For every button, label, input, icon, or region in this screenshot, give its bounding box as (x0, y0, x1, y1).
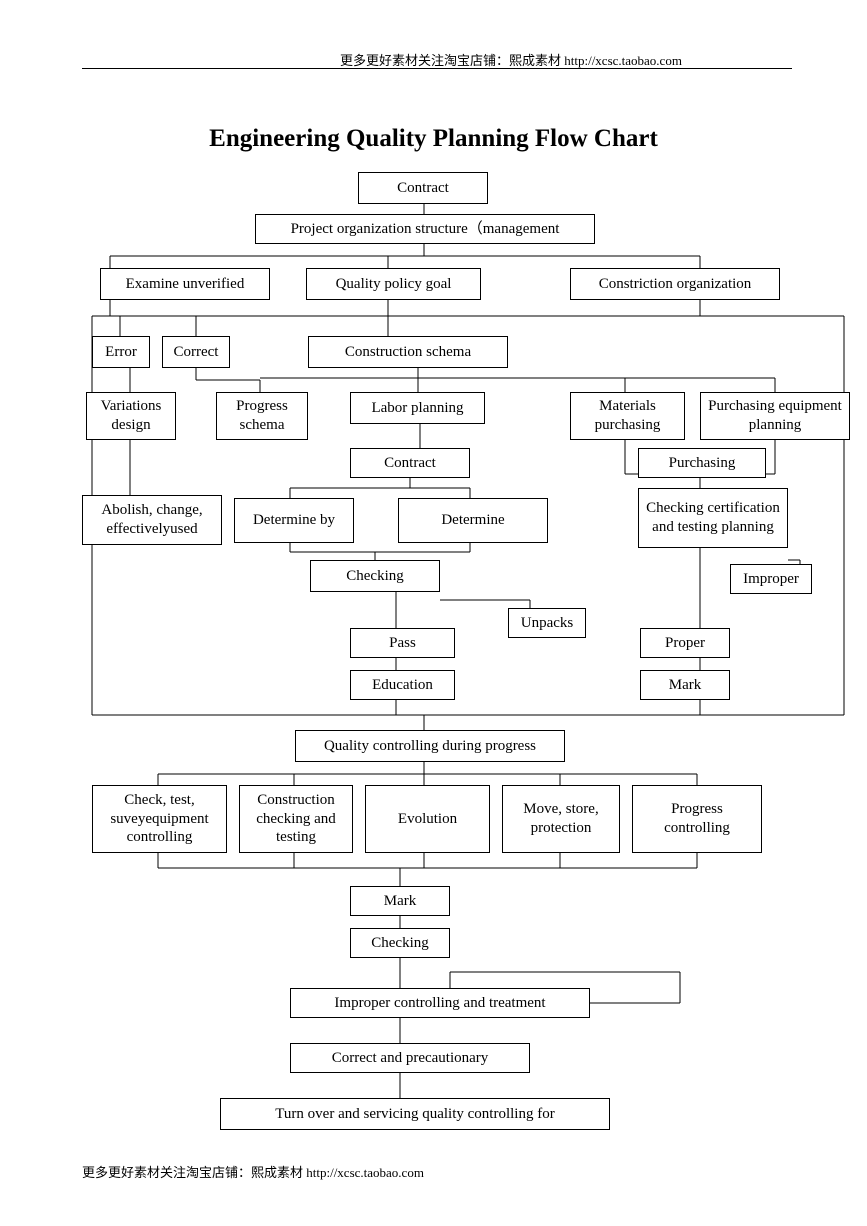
node-correct_prec: Correct and precautionary (290, 1043, 530, 1073)
node-purchasing: Purchasing (638, 448, 766, 478)
page-canvas: 更多更好素材关注淘宝店铺：熙成素材 http://xcsc.taobao.com… (0, 0, 867, 1226)
node-mark2: Mark (350, 886, 450, 916)
node-progress_ctrl: Progress controlling (632, 785, 762, 853)
node-contract2: Contract (350, 448, 470, 478)
chart-title: Engineering Quality Planning Flow Chart (0, 125, 867, 153)
node-constr_org: Constriction organization (570, 268, 780, 300)
node-improper_ctrl: Improper controlling and treatment (290, 988, 590, 1018)
node-determine: Determine (398, 498, 548, 543)
node-evolution: Evolution (365, 785, 490, 853)
page-header: 更多更好素材关注淘宝店铺：熙成素材 http://xcsc.taobao.com (340, 50, 682, 69)
node-move_store: Move, store, protection (502, 785, 620, 853)
node-examine: Examine unverified (100, 268, 270, 300)
node-improper: Improper (730, 564, 812, 594)
node-turnover: Turn over and servicing quality controll… (220, 1098, 610, 1130)
node-checking1: Checking (310, 560, 440, 592)
node-pass: Pass (350, 628, 455, 658)
node-constr_schema: Construction schema (308, 336, 508, 368)
node-education: Education (350, 670, 455, 700)
node-unpacks: Unpacks (508, 608, 586, 638)
node-var_design: Variations design (86, 392, 176, 440)
node-labor: Labor planning (350, 392, 485, 424)
page-footer: 更多更好素材关注淘宝店铺：熙成素材 http://xcsc.taobao.com (82, 1162, 424, 1181)
node-purch_eq: Purchasing equipment planning (700, 392, 850, 440)
node-quality_goal: Quality policy goal (306, 268, 481, 300)
node-abolish: Abolish, change, effectivelyused (82, 495, 222, 545)
node-materials: Materials purchasing (570, 392, 685, 440)
header-divider (82, 68, 792, 69)
node-mark1: Mark (640, 670, 730, 700)
node-progress_schema: Progress schema (216, 392, 308, 440)
node-checking2: Checking (350, 928, 450, 958)
node-error: Error (92, 336, 150, 368)
node-constr_check: Construction checking and testing (239, 785, 353, 853)
node-contract: Contract (358, 172, 488, 204)
node-check_cert: Checking certification and testing plann… (638, 488, 788, 548)
node-correct: Correct (162, 336, 230, 368)
node-check_test: Check, test, suveyequipment controlling (92, 785, 227, 853)
node-proper: Proper (640, 628, 730, 658)
node-det_by: Determine by (234, 498, 354, 543)
node-qc_during: Quality controlling during progress (295, 730, 565, 762)
node-proj_org: Project organization structure（managemen… (255, 214, 595, 244)
